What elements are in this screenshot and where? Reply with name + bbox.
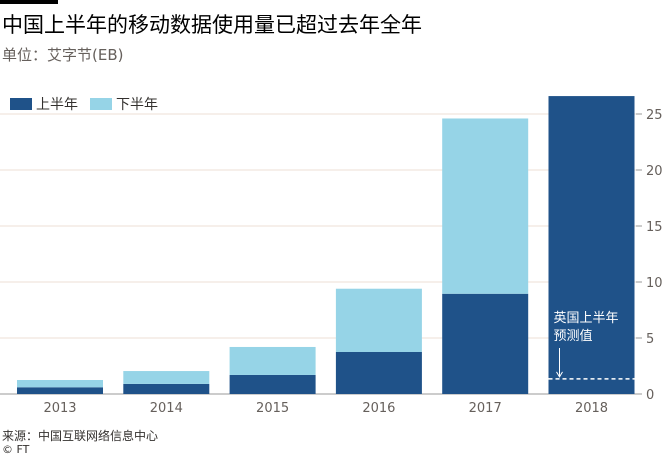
legend-item-first-half: 上半年: [10, 94, 78, 114]
legend-label: 上半年: [36, 97, 78, 113]
bar-first-half-2013: [17, 387, 103, 394]
x-tick-label: 2013: [43, 401, 76, 416]
y-tick-label: 25: [646, 108, 663, 123]
x-tick-label: 2015: [256, 401, 289, 416]
y-tick-label: 0: [646, 388, 654, 403]
chart-title: 中国上半年的移动数据使用量已超过去年全年: [2, 13, 422, 37]
legend-label: 下半年: [116, 97, 158, 113]
legend-swatch: [10, 98, 32, 110]
x-tick-label: 2016: [362, 401, 395, 416]
bar-second-half-2014: [123, 371, 210, 384]
chart-subtitle: 单位：艾字节(EB): [2, 46, 124, 64]
annotation-label: 英国上半年: [554, 311, 619, 326]
arrow-head-icon: [556, 371, 563, 378]
legend: 上半年 下半年: [10, 94, 158, 114]
x-tick-label: 2014: [150, 401, 183, 416]
x-tick-label: 2018: [575, 401, 608, 416]
bar-first-half-2014: [123, 383, 210, 394]
bar-second-half-2017: [442, 118, 529, 294]
legend-swatch: [90, 98, 112, 110]
ft-top-bar: [0, 0, 58, 4]
bar-first-half-2018: [548, 96, 635, 394]
bar-first-half-2015: [229, 374, 316, 394]
bar-second-half-2013: [17, 380, 103, 388]
y-tick-label: 5: [646, 332, 654, 347]
y-tick-label: 15: [646, 220, 663, 235]
bar-second-half-2015: [229, 346, 316, 375]
y-tick-label: 10: [646, 276, 663, 291]
copyright: © FT: [2, 443, 30, 456]
bar-first-half-2016: [335, 352, 422, 394]
bar-first-half-2017: [442, 293, 529, 394]
y-tick-label: 20: [646, 164, 663, 179]
annotation-label: 预测值: [554, 328, 593, 344]
source-note: 来源：中国互联网络信息中心: [2, 429, 159, 443]
x-tick-label: 2017: [469, 401, 502, 416]
bar-second-half-2016: [335, 288, 422, 352]
legend-item-second-half: 下半年: [90, 94, 158, 114]
